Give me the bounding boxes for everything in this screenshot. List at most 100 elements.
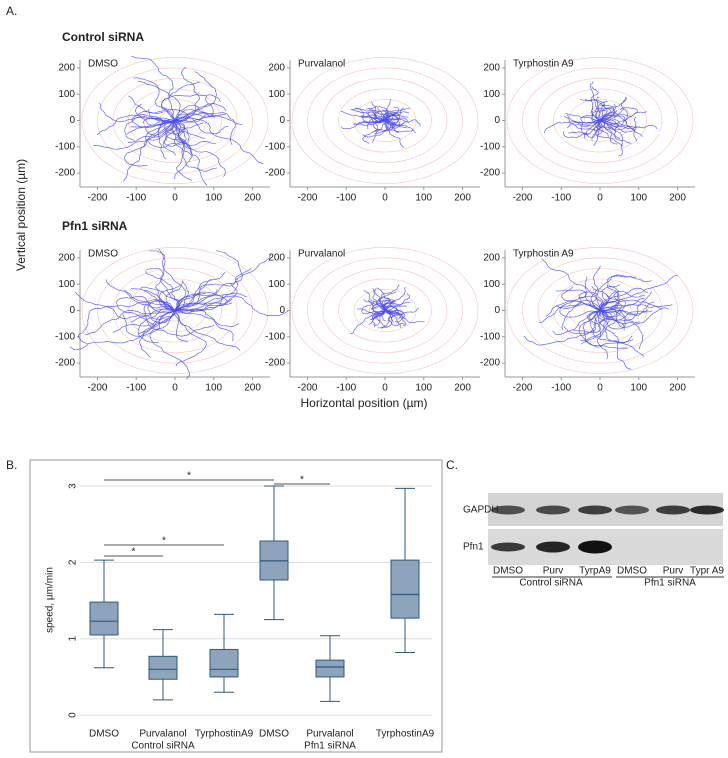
cell-track [377, 310, 391, 329]
cell-track [174, 310, 240, 327]
range-ring [112, 78, 238, 163]
range-ring [81, 247, 269, 374]
range-ring [584, 109, 616, 132]
x-tick-label: -200 [297, 383, 317, 394]
blot-band [578, 505, 612, 515]
panel-label: B. [6, 458, 17, 472]
cell-track [128, 95, 176, 121]
range-ring [553, 88, 647, 153]
blot-band [690, 505, 724, 515]
cell-track [599, 120, 623, 157]
x-tick-label: -100 [336, 383, 356, 394]
x-tick-label: -200 [512, 383, 532, 394]
cell-track [561, 286, 601, 311]
cell-track [578, 295, 603, 311]
cell-track [147, 299, 176, 320]
cell-track [599, 120, 632, 144]
y-tick-label: 100 [483, 89, 500, 100]
subplot-title: Purvalanol [298, 249, 345, 260]
subplot-title: DMSO [88, 249, 118, 260]
cell-track [384, 301, 411, 311]
cell-track [161, 81, 200, 121]
cell-track [174, 278, 212, 311]
cell-track [599, 106, 638, 121]
cell-track [174, 295, 289, 317]
cell-track [147, 109, 176, 122]
cell-track [580, 310, 610, 345]
y-axis-label: Vertical position (µm) [14, 159, 28, 271]
box [89, 601, 119, 636]
y-tick-label: 0 [279, 115, 285, 126]
cell-track [381, 287, 406, 311]
cell-track [384, 118, 421, 127]
range-ring [143, 289, 207, 332]
cell-track [174, 66, 201, 121]
cell-track [174, 112, 207, 122]
blot-band [491, 505, 525, 515]
cell-track [174, 280, 189, 311]
cell-track [366, 105, 389, 121]
cell-track [377, 107, 390, 121]
cell-track [595, 101, 608, 121]
cell-track [105, 279, 176, 311]
significance-mark: * [300, 475, 304, 486]
x-tick-label: 100 [205, 383, 222, 394]
cell-track [556, 289, 601, 318]
cell-track [174, 116, 229, 135]
cell-track [138, 310, 176, 358]
cell-track [599, 310, 644, 350]
range-ring [506, 57, 694, 184]
row-label: Control siRNA [62, 30, 144, 44]
significance-mark: * [162, 536, 166, 547]
cell-track [599, 307, 669, 328]
y-tick-label: -200 [480, 168, 500, 179]
cell-track [384, 310, 406, 319]
x-tick-label: 0 [382, 383, 388, 394]
cell-track [599, 298, 645, 311]
cell-track [587, 310, 645, 358]
subplot-title: Tyrphostin A9 [513, 59, 574, 70]
cell-track [384, 112, 397, 129]
x-tick-label: -100 [336, 193, 356, 204]
cell-track [590, 106, 601, 121]
y-tick-label: 100 [483, 279, 500, 290]
cell-track [563, 116, 601, 131]
cell-track [174, 112, 236, 146]
cell-track [146, 267, 176, 311]
cell-track [599, 120, 637, 142]
cell-track [589, 81, 601, 121]
y-tick-label: 100 [268, 279, 285, 290]
cell-track [580, 99, 608, 121]
range-ring [537, 268, 663, 353]
cell-track [173, 120, 205, 139]
box [148, 655, 178, 680]
blot-band [615, 505, 649, 515]
y-tick-label: -200 [55, 168, 75, 179]
cell-track [174, 103, 227, 121]
x-tick-label: 0 [172, 193, 178, 204]
y-tick-label: -100 [265, 141, 285, 152]
blot-band [491, 542, 525, 552]
cell-track [174, 289, 218, 311]
panel-frame [29, 459, 443, 753]
cell-track [174, 302, 233, 312]
x-tick-label: 200 [669, 383, 686, 394]
range-ring [307, 257, 463, 364]
cell-track [599, 116, 637, 133]
x-tick-label: 0 [597, 383, 603, 394]
cell-track [112, 310, 176, 333]
x-tick-label: Purvalanol [306, 729, 353, 740]
group-label: Control siRNA [131, 741, 195, 752]
cell-track [376, 291, 397, 311]
cell-track [131, 55, 176, 121]
cell-track [99, 102, 176, 123]
row-label: Pfn1 siRNA [62, 219, 128, 233]
subplot-title: DMSO [88, 59, 118, 70]
x-tick-label: -100 [126, 383, 146, 394]
x-tick-label: -200 [87, 383, 107, 394]
x-tick-label: 100 [630, 193, 647, 204]
range-ring [143, 99, 207, 142]
cell-track [115, 295, 176, 327]
y-tick-label: 100 [58, 279, 75, 290]
cell-track [384, 310, 402, 329]
